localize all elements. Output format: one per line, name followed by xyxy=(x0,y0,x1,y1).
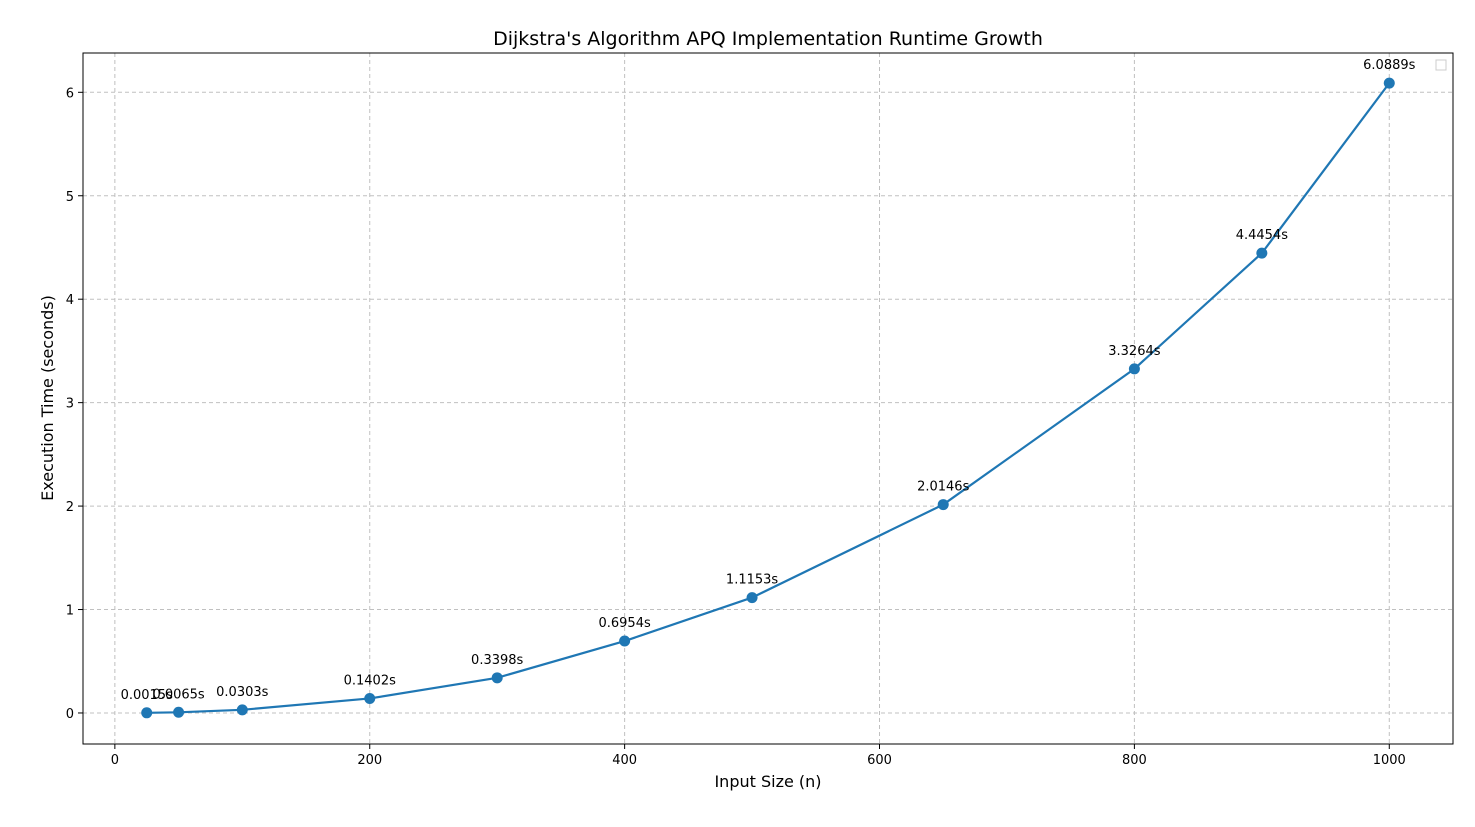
y-tick-label: 1 xyxy=(66,604,74,619)
plot-frame xyxy=(82,52,1454,745)
data-label: 0.0065s xyxy=(152,687,204,702)
data-label: 0.0303s xyxy=(216,685,268,700)
data-label: 0.0015s xyxy=(121,688,173,703)
data-point xyxy=(364,692,376,704)
x-tick-label: 1000 xyxy=(1373,753,1406,768)
series-line xyxy=(146,82,1391,714)
y-tick-label: 5 xyxy=(66,190,74,205)
data-point xyxy=(746,592,758,604)
axis-ticks: 0 200 400 600 800 1000 0 1 2 3 4 5 6 xyxy=(66,86,1406,768)
x-axis-title: Input Size (n) xyxy=(714,772,821,791)
x-tick-label: 200 xyxy=(357,753,382,768)
x-tick-label: 0 xyxy=(111,753,119,768)
y-tick-label: 4 xyxy=(66,293,74,308)
data-label: 4.4454s xyxy=(1236,228,1288,243)
data-label: 0.3398s xyxy=(471,653,523,668)
data-label: 2.0146s xyxy=(917,480,969,495)
data-point xyxy=(491,672,503,684)
data-label: 0.1402s xyxy=(344,673,396,688)
data-label: 3.3264s xyxy=(1108,344,1160,359)
y-tick-label: 2 xyxy=(66,500,74,515)
data-point xyxy=(1256,247,1268,259)
x-tick-label: 400 xyxy=(612,753,637,768)
data-point xyxy=(173,706,185,718)
legend-box xyxy=(1435,59,1447,71)
y-axis-title: Execution Time (seconds) xyxy=(38,295,57,501)
x-tick-label: 600 xyxy=(867,753,892,768)
data-point xyxy=(236,704,248,716)
data-label: 0.6954s xyxy=(598,616,650,631)
data-point xyxy=(1128,363,1140,375)
data-point xyxy=(619,635,631,647)
data-label: 6.0889s xyxy=(1363,58,1415,73)
data-point xyxy=(1383,77,1395,89)
data-point xyxy=(937,499,949,511)
y-tick-label: 6 xyxy=(66,86,74,101)
series xyxy=(141,77,1395,719)
y-tick-label: 3 xyxy=(66,397,74,412)
x-tick-label: 800 xyxy=(1122,753,1147,768)
data-point xyxy=(141,707,153,719)
data-label: 1.1153s xyxy=(726,573,778,588)
chart-title: Dijkstra's Algorithm APQ Implementation … xyxy=(493,28,1043,50)
y-tick-label: 0 xyxy=(66,707,74,722)
grid xyxy=(83,53,1453,744)
